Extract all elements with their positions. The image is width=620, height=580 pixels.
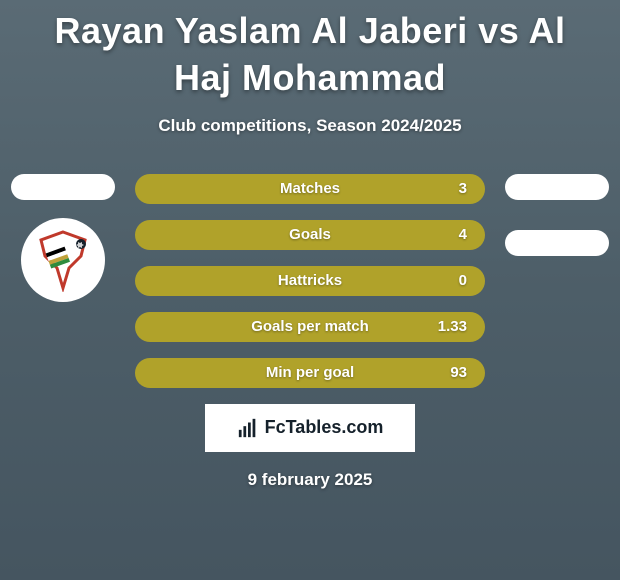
stat-row: Hattricks 0 <box>135 266 485 296</box>
player-name-pill <box>505 174 609 200</box>
stat-value-right: 3 <box>459 180 467 197</box>
stat-label: Matches <box>280 180 340 197</box>
club-badge-icon <box>31 228 95 292</box>
chart-icon <box>237 417 259 439</box>
stat-row: Min per goal 93 <box>135 358 485 388</box>
player-name-pill <box>11 174 115 200</box>
club-badge <box>21 218 105 302</box>
stat-value-right: 93 <box>450 364 467 381</box>
stat-label: Hattricks <box>278 272 342 289</box>
stat-row: Goals per match 1.33 <box>135 312 485 342</box>
comparison-area: Matches 3 Goals 4 Hattricks 0 Goals per match 1… <box>0 174 620 404</box>
player-name-pill <box>505 230 609 256</box>
page-title: Rayan Yaslam Al Jaberi vs Al Haj Mohamma… <box>0 0 620 102</box>
stat-label: Goals <box>289 226 331 243</box>
stat-value-right: 1.33 <box>438 318 467 335</box>
stats-bars: Matches 3 Goals 4 Hattricks 0 Goals per match 1… <box>135 174 485 404</box>
subtitle: Club competitions, Season 2024/2025 <box>0 116 620 136</box>
stat-value-right: 0 <box>459 272 467 289</box>
stat-row: Goals 4 <box>135 220 485 250</box>
right-player-column <box>502 174 612 268</box>
left-player-column <box>8 174 118 302</box>
stat-label: Goals per match <box>251 318 369 335</box>
watermark: FcTables.com <box>205 404 415 452</box>
stat-label: Min per goal <box>266 364 354 381</box>
watermark-text: FcTables.com <box>265 417 384 438</box>
stat-value-right: 4 <box>459 226 467 243</box>
date: 9 february 2025 <box>0 470 620 490</box>
stat-row: Matches 3 <box>135 174 485 204</box>
